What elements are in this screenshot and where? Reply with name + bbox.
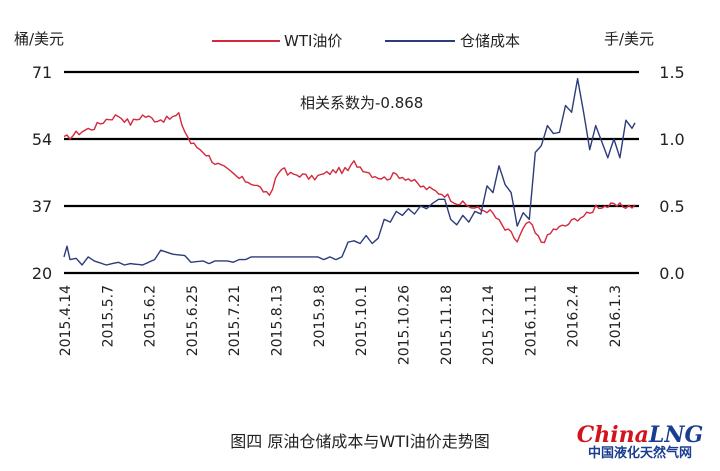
x-tick-label: 2015.6.2 [143, 285, 159, 347]
x-tick-label: 2016.1.11 [523, 285, 539, 356]
right-axis-ticks: 1.5 1.0 0.5 0.0 [659, 63, 684, 283]
series-lines [63, 78, 636, 266]
figure-caption: 图四 原油仓储成本与WTI油价走势图 [230, 432, 490, 451]
x-tick-label: 2016.2.4 [566, 285, 582, 347]
x-axis-ticks: 2015.4.14 2015.5.7 2015.6.2 2015.6.25 2015.7… [58, 285, 624, 365]
x-tick-label: 2016.1.3 [608, 285, 624, 347]
x-tick-label: 2015.8.13 [270, 285, 286, 356]
legend: WTI油价 仓储成本 [212, 32, 520, 50]
x-tick-label: 2015.7.21 [227, 285, 243, 356]
left-axis-title: 桶/美元 [14, 30, 64, 48]
right-tick-label: 1.0 [659, 130, 684, 149]
correlation-annotation: 相关系数为-0.868 [300, 94, 423, 112]
right-tick-label: 0.0 [659, 264, 684, 283]
logo-subtitle: 中国液化天然气网 [587, 446, 692, 461]
left-tick-label: 20 [32, 264, 52, 283]
x-tick-label: 2015.10.26 [396, 285, 412, 365]
chinalng-logo: ChinaLNG 中国液化天然气网 [570, 424, 710, 462]
series-line-wti [63, 112, 636, 244]
right-tick-label: 1.5 [659, 63, 684, 82]
series-line-storage-cost [63, 78, 636, 266]
left-tick-label: 37 [32, 197, 52, 216]
left-tick-label: 71 [32, 63, 52, 82]
left-tick-label: 54 [32, 130, 52, 149]
legend-label-storage: 仓储成本 [460, 32, 520, 50]
x-tick-label: 2015.4.14 [58, 285, 74, 356]
x-tick-label: 2015.6.25 [185, 285, 201, 356]
x-tick-label: 2015.10.1 [354, 285, 370, 356]
x-tick-label: 2015.12.14 [481, 285, 497, 365]
legend-label-wti: WTI油价 [284, 32, 342, 50]
x-tick-label: 2015.9.8 [312, 285, 328, 347]
right-tick-label: 0.5 [659, 197, 684, 216]
x-tick-label: 2015.5.7 [100, 285, 116, 347]
x-tick-label: 2015.11.18 [439, 285, 455, 365]
logo-wordmark: ChinaLNG [576, 422, 704, 448]
right-axis-title: 手/美元 [604, 30, 654, 48]
left-axis-ticks: 71 54 37 20 [32, 63, 52, 283]
